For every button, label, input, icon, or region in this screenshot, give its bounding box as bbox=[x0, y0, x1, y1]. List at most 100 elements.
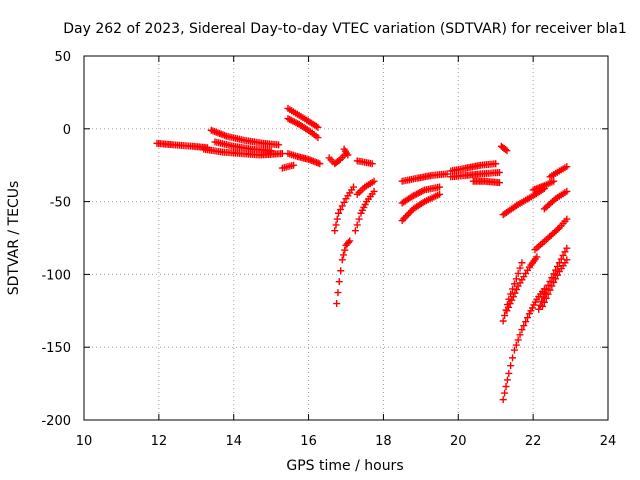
data-point bbox=[499, 396, 507, 404]
data-point bbox=[333, 215, 341, 223]
x-axis-label: GPS time / hours bbox=[286, 458, 403, 474]
data-point bbox=[546, 286, 554, 294]
data-point bbox=[349, 183, 357, 191]
data-point bbox=[501, 312, 509, 320]
data-point bbox=[370, 187, 378, 195]
data-point bbox=[340, 198, 348, 206]
series-s27 bbox=[531, 215, 571, 254]
data-point bbox=[540, 298, 548, 306]
data-point bbox=[400, 215, 408, 223]
data-point bbox=[506, 300, 514, 308]
series-s20 bbox=[447, 168, 503, 181]
series-s7 bbox=[284, 150, 324, 168]
x-tick-label: 12 bbox=[151, 434, 168, 449]
data-point bbox=[337, 267, 345, 275]
data-point bbox=[554, 225, 562, 233]
data-point bbox=[550, 177, 558, 185]
data-point bbox=[495, 179, 503, 187]
data-point bbox=[398, 217, 406, 225]
data-point bbox=[522, 318, 530, 326]
data-point bbox=[503, 376, 511, 384]
data-point bbox=[332, 221, 340, 229]
data-point bbox=[338, 202, 346, 210]
data-point bbox=[335, 209, 343, 217]
data-point bbox=[550, 278, 558, 286]
series-s17 bbox=[398, 183, 444, 207]
data-point bbox=[495, 168, 503, 176]
data-point bbox=[344, 151, 352, 159]
series-s31 bbox=[535, 244, 571, 313]
data-point bbox=[552, 275, 560, 283]
data-point bbox=[502, 146, 510, 154]
data-point bbox=[514, 336, 522, 344]
y-tick-label: -50 bbox=[50, 196, 71, 211]
y-tick-label: -200 bbox=[41, 414, 71, 429]
data-point bbox=[334, 289, 342, 297]
data-point bbox=[492, 160, 500, 168]
data-point bbox=[505, 303, 513, 311]
y-tick-label: -150 bbox=[41, 341, 71, 356]
data-point bbox=[406, 208, 414, 216]
data-point bbox=[290, 161, 298, 169]
series-s5 bbox=[284, 104, 322, 131]
data-point bbox=[548, 274, 556, 282]
x-tick-label: 18 bbox=[375, 434, 392, 449]
series-s2 bbox=[207, 126, 283, 149]
series-s3 bbox=[200, 145, 286, 159]
y-axis-label: SDTVAR / TECUs bbox=[6, 181, 22, 296]
data-point bbox=[557, 255, 565, 263]
series-s24 bbox=[529, 177, 558, 194]
series-s26 bbox=[546, 163, 571, 181]
data-point bbox=[512, 275, 520, 283]
axes: 10 12 14 16 18 20 22 24 50 0 -50 -100 -150 -200 bbox=[41, 50, 616, 449]
data-point bbox=[267, 147, 275, 155]
chart-title: Day 262 of 2023, Sidereal Day-to-day VTE… bbox=[63, 21, 626, 37]
series-s32 bbox=[539, 256, 571, 310]
data-point bbox=[351, 227, 359, 235]
data-point bbox=[520, 322, 528, 330]
data-point bbox=[509, 354, 517, 362]
data-point bbox=[403, 212, 411, 220]
series-s28 bbox=[499, 259, 526, 325]
data-point bbox=[314, 123, 322, 131]
series-s13 bbox=[333, 237, 354, 308]
data-point bbox=[502, 383, 510, 391]
data-point bbox=[507, 362, 515, 370]
data-point bbox=[331, 227, 339, 235]
series-s4 bbox=[211, 138, 275, 155]
data-point bbox=[275, 141, 283, 149]
data-point bbox=[514, 269, 522, 277]
data-point bbox=[499, 317, 507, 325]
data-point bbox=[516, 264, 524, 272]
series-s6 bbox=[284, 115, 322, 142]
data-point bbox=[368, 160, 376, 168]
data-point bbox=[436, 190, 444, 198]
data-point bbox=[563, 187, 571, 195]
data-point bbox=[518, 326, 526, 334]
series-s18 bbox=[398, 190, 444, 225]
data-point bbox=[508, 296, 516, 304]
x-tick-label: 10 bbox=[76, 434, 93, 449]
y-tick-label: 0 bbox=[63, 123, 71, 138]
series-s19 bbox=[447, 160, 500, 175]
data-point bbox=[559, 251, 567, 259]
data-point bbox=[516, 331, 524, 339]
series-s29 bbox=[503, 253, 541, 315]
data-point bbox=[563, 244, 571, 252]
data-point bbox=[535, 305, 543, 313]
series-s14 bbox=[351, 187, 378, 235]
data-point bbox=[550, 270, 558, 278]
data-point bbox=[541, 289, 549, 297]
y-tick-label: -100 bbox=[41, 268, 71, 283]
x-tick-label: 20 bbox=[450, 434, 467, 449]
x-tick-label: 14 bbox=[225, 434, 242, 449]
data-point bbox=[553, 271, 561, 279]
series-s15 bbox=[353, 177, 378, 198]
series-s10 bbox=[340, 145, 352, 159]
data-point bbox=[346, 237, 354, 245]
data-point bbox=[563, 215, 571, 223]
data-point bbox=[539, 302, 546, 310]
data-point bbox=[544, 290, 552, 298]
data-point bbox=[524, 314, 532, 322]
